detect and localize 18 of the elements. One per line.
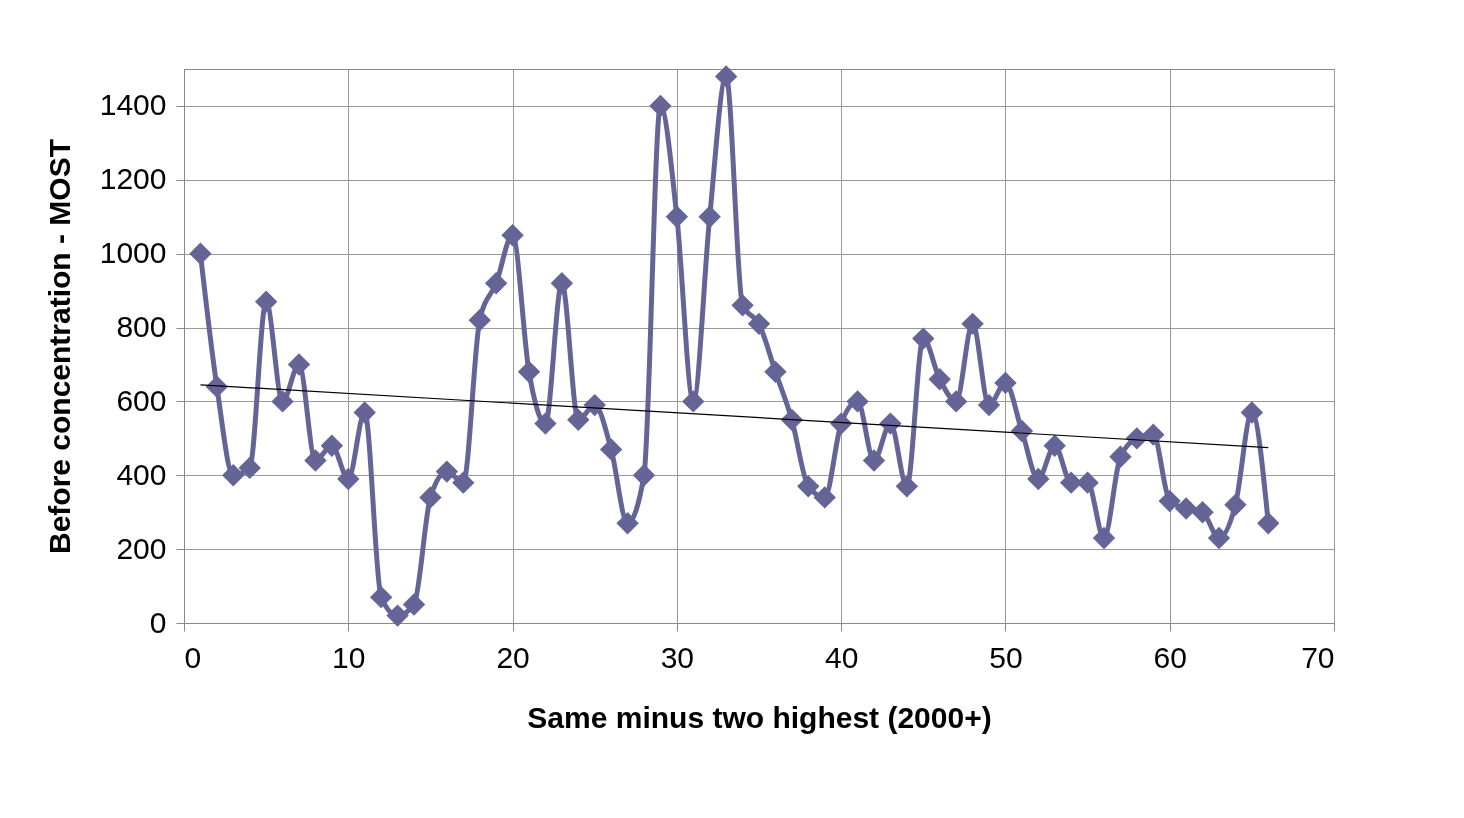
y-tick-label: 0 (149, 605, 167, 639)
x-axis-title: Same minus two highest (2000+) (527, 700, 992, 734)
x-tick-label: 30 (660, 640, 695, 674)
x-tick-label: 60 (1153, 640, 1187, 674)
x-tick-label: 40 (824, 640, 859, 674)
y-tick-label: 600 (116, 383, 167, 417)
y-tick-label: 1000 (99, 236, 167, 270)
y-tick-label: 1200 (99, 162, 167, 196)
x-tick-label: 0 (184, 640, 202, 674)
y-tick-label: 200 (116, 531, 167, 565)
y-axis-title: Before concentration - MOST (42, 138, 76, 555)
x-tick-label: 20 (496, 640, 530, 674)
x-tick-label: 50 (989, 640, 1023, 674)
y-tick-label: 400 (116, 457, 167, 491)
y-tick-label: 1400 (99, 88, 167, 122)
x-tick-label: 10 (332, 640, 366, 674)
x-tick-label: 70 (1301, 640, 1335, 674)
y-tick-label: 800 (116, 310, 167, 344)
